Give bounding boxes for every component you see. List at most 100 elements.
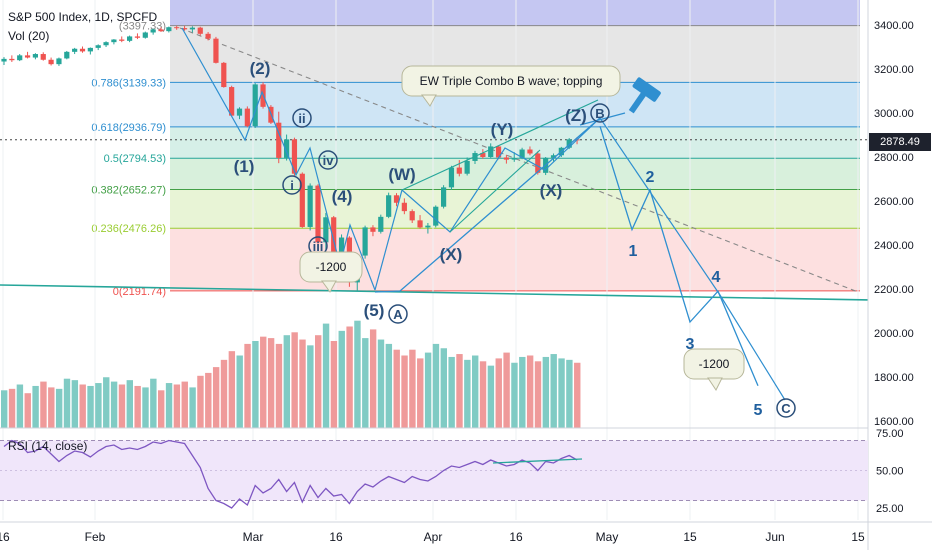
volume-bar: [158, 390, 165, 428]
volume-bar: [1, 390, 8, 428]
symbol-title: S&P 500 Index, 1D, SPCFD: [8, 10, 158, 24]
volume-bar: [110, 381, 118, 428]
wave-label-ii: ii: [298, 111, 305, 126]
candle-body: [56, 58, 62, 65]
volume-bar: [479, 361, 487, 428]
volume-bar: [24, 393, 31, 428]
volume-bar: [448, 356, 455, 428]
volume-bar: [165, 383, 173, 428]
volume-bar: [322, 323, 330, 428]
candle-body: [229, 87, 235, 116]
candle-body: [252, 84, 258, 127]
volume-bar: [260, 336, 267, 428]
candle-body: [386, 195, 392, 217]
volume-bar: [63, 378, 71, 428]
volume-bar: [299, 339, 306, 428]
fib-level-label: 0.236(2476.26): [91, 223, 166, 235]
wave-label-4: (4): [332, 187, 353, 206]
volume-bar: [487, 365, 495, 428]
volume-bar: [142, 387, 149, 428]
time-tick-label: 16: [0, 530, 10, 544]
price-tick-label: 3400.00: [874, 20, 914, 32]
fib-band: [170, 158, 860, 190]
wave-label-a: A: [393, 307, 403, 322]
last-price-tag: 2878.49: [869, 133, 931, 151]
topping-callout: EW Triple Combo B wave; topping: [420, 74, 603, 88]
volume-bar: [338, 330, 345, 428]
candle-body: [103, 42, 109, 46]
fib-level-label: 0.786(3139.33): [91, 77, 166, 89]
wave-label-iv: iv: [323, 153, 335, 168]
fib-level-label: 0.5(2794.53): [104, 153, 166, 165]
projection-label-3: 3: [686, 336, 695, 353]
time-tick-label: 16: [329, 530, 343, 544]
wave-label-1: (1): [234, 157, 255, 176]
time-tick-label: May: [596, 530, 619, 544]
candle-body: [236, 108, 243, 116]
price-tick-label: 1800.00: [874, 372, 914, 384]
fib-level-label: 0(2191.74): [113, 286, 166, 298]
wave-label-c-ring: [776, 398, 796, 418]
candle-body: [433, 206, 439, 226]
candle-body: [527, 149, 533, 154]
candle-body: [456, 167, 462, 174]
volume-bar: [32, 385, 39, 428]
volume-bar: [472, 355, 479, 428]
time-tick-label: Mar: [243, 530, 264, 544]
price-tick-label: 2600.00: [874, 196, 914, 208]
fib-level-label: 0.618(2936.79): [91, 122, 166, 134]
volume-bar: [48, 387, 55, 428]
candle-body: [119, 39, 125, 41]
time-tick-label: 15: [683, 530, 697, 544]
volume-bar: [79, 384, 86, 428]
price-tick-label: 2200.00: [874, 284, 914, 296]
support-trendline: [0, 284, 931, 302]
channel-line-c: [449, 149, 541, 233]
volume-bars: [1, 320, 581, 428]
time-tick-label: Jun: [765, 530, 784, 544]
price-tick-label: 2000.00: [874, 328, 914, 340]
rsi-line: [3, 439, 578, 509]
corrective-wave-line: [374, 117, 601, 291]
volume-bar: [401, 355, 408, 428]
candle-body: [417, 220, 423, 228]
candle-body: [134, 36, 141, 38]
volume-bar: [118, 384, 126, 428]
candle-body: [441, 187, 447, 207]
impulse-wave-line: [181, 27, 376, 291]
rsi-legend: RSI (14, close): [8, 439, 87, 453]
rsi-tick-label: 50.00: [876, 466, 904, 478]
volume-bar: [456, 354, 463, 428]
candle-body: [142, 32, 148, 38]
rsi-trendline: [492, 458, 583, 464]
volume-bar: [291, 332, 298, 428]
candle-body: [503, 157, 509, 160]
price-tick-label: 1600.00: [874, 416, 914, 428]
time-tick-label: 15: [851, 530, 865, 544]
candle-body: [393, 195, 400, 203]
candles: [1, 25, 580, 291]
volume-bar: [205, 372, 212, 428]
projection-callout-right: -1200: [699, 357, 730, 371]
candle-body: [488, 146, 494, 157]
projection-label-1: 1: [629, 243, 638, 260]
candle-body: [448, 167, 455, 188]
candle-body: [174, 27, 180, 29]
candle-body: [9, 58, 15, 61]
candle-body: [197, 27, 203, 34]
volume-bar: [377, 339, 385, 428]
volume-bar: [150, 378, 157, 428]
wave-labels: (1)(2)(3)(4)(5)iiiiiiiv(W)(X)(Y)(X)(Z)AB…: [234, 59, 796, 419]
projection-wave-line: [599, 126, 759, 387]
volume-bar: [283, 335, 290, 428]
candle-body: [519, 149, 525, 158]
volume-bar: [393, 349, 400, 428]
candle-body: [362, 227, 368, 256]
candle-body: [181, 28, 188, 30]
rsi-tick-label: 25.00: [876, 503, 904, 515]
price-axis-bg: [868, 0, 932, 550]
rsi-panel: RSI (14, close) 75.00 50.00 25.00: [0, 427, 904, 515]
volume-legend: Vol (20): [8, 29, 50, 43]
